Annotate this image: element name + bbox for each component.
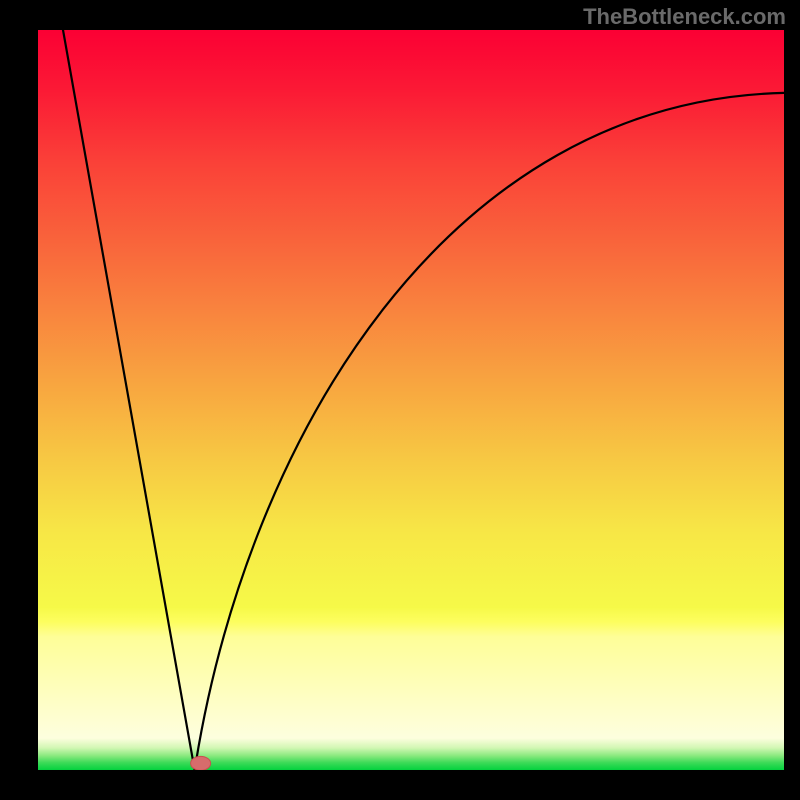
gradient-background [38,30,784,770]
bottleneck-curve-chart [38,30,784,770]
chart-frame: TheBottleneck.com [0,0,800,800]
optimal-point-marker [191,756,211,770]
watermark-text: TheBottleneck.com [583,4,786,30]
